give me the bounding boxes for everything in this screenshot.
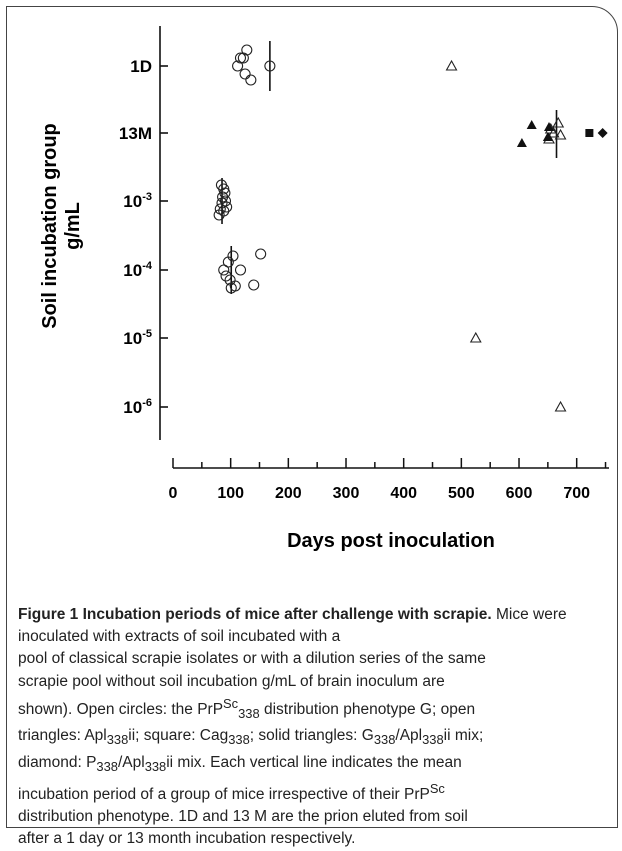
y-tick-label: 13M [119,124,152,143]
y-axis-title-line2: g/mL [62,202,84,250]
caption-line: distribution phenotype. 1D and 13 M are … [18,808,468,826]
data-point [234,264,247,276]
chart: Soil incubation group g/mL 1D 13M 10-3 10-4… [39,26,609,552]
y-tick-label: 1D [130,57,152,76]
caption-line: Mice were inoculated with extracts of so… [18,606,567,646]
y-axis-title: Soil incubation group g/mL [39,123,84,329]
data-point [239,68,251,80]
caption-line: triangles: Apl338ii; square: Cag338; sol… [18,727,484,748]
data-point [445,59,458,71]
y-tick-label: 10-5 [123,328,152,348]
mean-lines [221,41,558,294]
x-axis-ticks: 0 100 200 300 400 500 600 700 [169,458,607,502]
y-axis-ticks: 1D 13M 10-3 10-4 10-5 10-6 [119,57,168,417]
data-point [221,201,233,213]
data-point [542,132,553,141]
data-point [264,60,276,72]
data-point [241,44,253,56]
x-tick-label: 0 [169,485,178,502]
x-tick-label: 200 [275,485,302,502]
y-tick-label: 10-4 [123,260,153,280]
y-tick-label: 10-6 [123,397,152,417]
data-point [547,126,560,138]
data-point [526,120,537,129]
caption-line: pool of classical scrapie isolates or wi… [18,650,486,668]
data-point [597,128,608,138]
caption-line: after a 1 day or 13 month incubation res… [18,830,356,848]
figure-frame [6,6,618,828]
caption-line: diamond: P338/Apl338ii mix. Each vertica… [18,753,462,774]
data-point [220,270,232,282]
data-point [552,116,565,128]
data-point [469,331,482,343]
y-axis-title-line1: Soil incubation group [39,123,61,329]
data-point [255,248,267,260]
data-point [227,250,239,262]
data-point [232,60,244,72]
data-point [234,52,247,64]
data-point [248,279,260,291]
x-tick-label: 400 [390,485,417,502]
x-tick-label: 300 [333,485,360,502]
caption-line: shown). Open circles: the PrPSc338 distr… [18,695,476,722]
caption-line: incubation period of a group of mice irr… [18,780,445,804]
data-point [218,183,230,195]
x-tick-label: 700 [563,485,590,502]
data-point [554,400,567,412]
data-point [585,129,594,137]
x-tick-label: 100 [217,485,244,502]
data-point [219,195,232,207]
x-axis-title: Days post inoculation [287,530,495,552]
data-point [516,138,527,147]
data-point [544,122,555,131]
data-point [554,128,567,140]
data-points [213,44,608,412]
data-point [245,74,257,86]
caption-line: scrapie pool without soil incubation g/m… [18,672,445,690]
data-point [229,280,241,292]
x-tick-label: 500 [448,485,475,502]
y-tick-label: 10-3 [123,191,152,211]
caption-title: Figure 1 Incubation periods of mice afte… [18,606,492,623]
figure-caption: Figure 1 Incubation periods of mice afte… [18,604,608,851]
x-tick-label: 600 [506,485,533,502]
